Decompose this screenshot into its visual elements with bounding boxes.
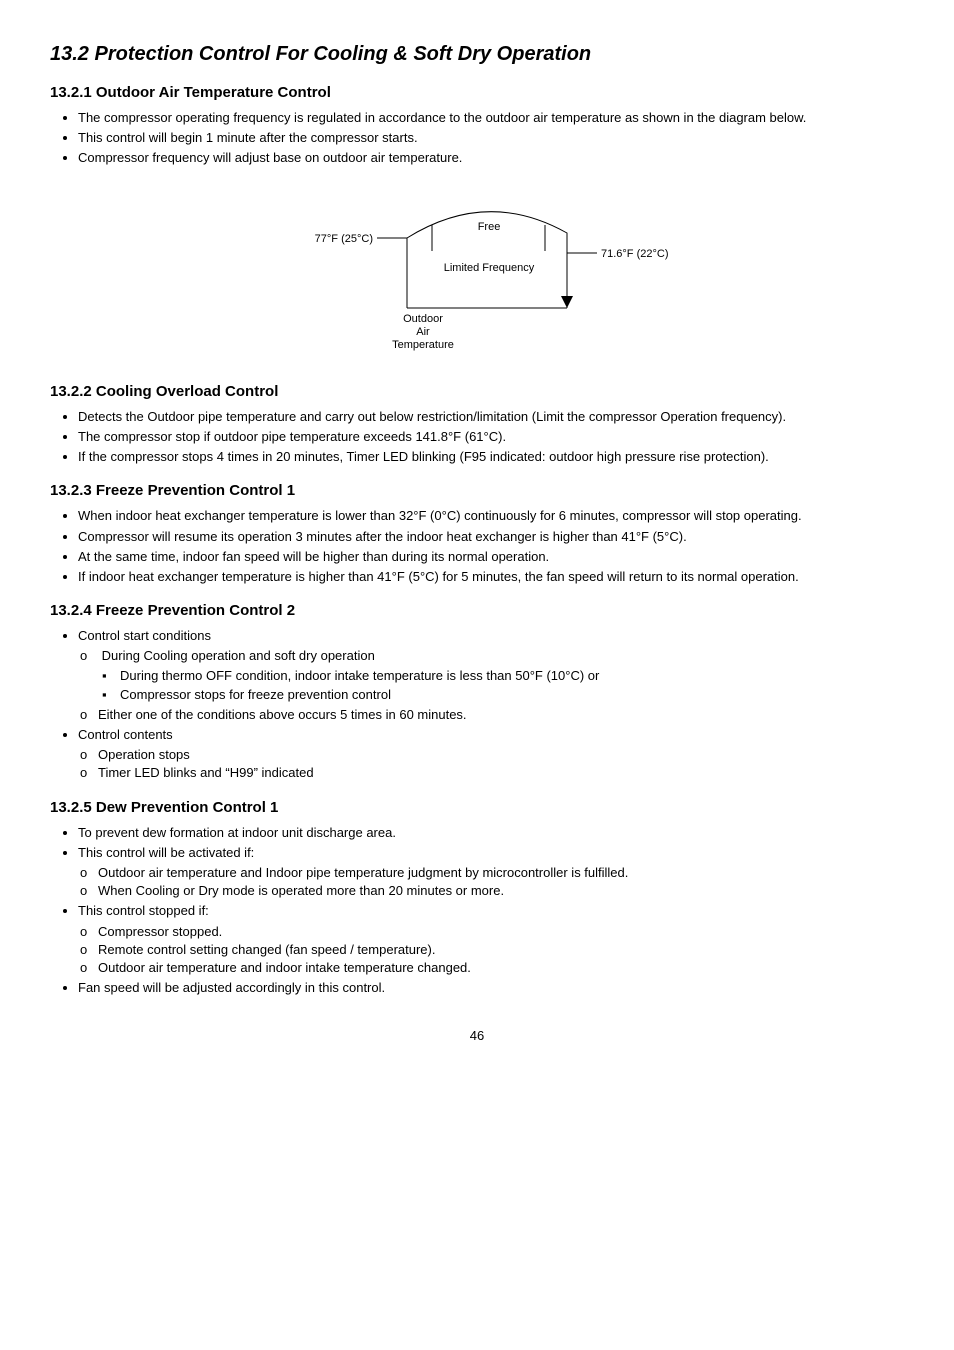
list-item: Compressor stops for freeze prevention c… bbox=[120, 686, 904, 704]
list-item: Fan speed will be adjusted accordingly i… bbox=[78, 979, 904, 997]
diagram-limited-label: Limited Frequency bbox=[444, 262, 535, 274]
diagram-air-label: Air bbox=[416, 326, 430, 338]
list-item-label: This control will be activated if: bbox=[78, 845, 254, 860]
list-item-label: This control stopped if: bbox=[78, 903, 209, 918]
list-item: To prevent dew formation at indoor unit … bbox=[78, 824, 904, 842]
list-item-label: Control start conditions bbox=[78, 628, 211, 643]
temperature-diagram: 77°F (25°C) 71.6°F (22°C) Free Limited F… bbox=[50, 178, 904, 363]
list-item: Outdoor air temperature and indoor intak… bbox=[98, 959, 904, 977]
list-item-label: Control contents bbox=[78, 727, 173, 742]
list-item: When Cooling or Dry mode is operated mor… bbox=[98, 882, 904, 900]
outdoor-air-temp-list: The compressor operating frequency is re… bbox=[50, 109, 904, 168]
list-item: Timer LED blinks and “H99” indicated bbox=[98, 764, 904, 782]
list-item: This control will be activated if: Outdo… bbox=[78, 844, 904, 901]
dew-prevention-list: To prevent dew formation at indoor unit … bbox=[50, 824, 904, 998]
list-item: If indoor heat exchanger temperature is … bbox=[78, 568, 904, 586]
subsection-13-2-3-title: 13.2.3 Freeze Prevention Control 1 bbox=[50, 480, 904, 501]
list-item: Remote control setting changed (fan spee… bbox=[98, 941, 904, 959]
page-number: 46 bbox=[50, 1027, 904, 1045]
diagram-left-temp: 77°F (25°C) bbox=[315, 233, 373, 245]
diagram-free-label: Free bbox=[478, 221, 501, 233]
diagram-outdoor-label: Outdoor bbox=[403, 313, 443, 325]
list-item: During Cooling operation and soft dry op… bbox=[98, 647, 904, 704]
list-item: Outdoor air temperature and Indoor pipe … bbox=[98, 864, 904, 882]
list-item: When indoor heat exchanger temperature i… bbox=[78, 507, 904, 525]
list-item: Detects the Outdoor pipe temperature and… bbox=[78, 408, 904, 426]
list-item: Operation stops bbox=[98, 746, 904, 764]
list-item: Compressor frequency will adjust base on… bbox=[78, 149, 904, 167]
diagram-temperature-label: Temperature bbox=[392, 339, 454, 351]
list-item: The compressor stop if outdoor pipe temp… bbox=[78, 428, 904, 446]
list-item: During thermo OFF condition, indoor inta… bbox=[120, 667, 904, 685]
list-item: This control stopped if: Compressor stop… bbox=[78, 902, 904, 977]
section-title: 13.2 Protection Control For Cooling & So… bbox=[50, 40, 904, 68]
list-item: This control will begin 1 minute after t… bbox=[78, 129, 904, 147]
subsection-13-2-5-title: 13.2.5 Dew Prevention Control 1 bbox=[50, 797, 904, 818]
list-item: The compressor operating frequency is re… bbox=[78, 109, 904, 127]
list-item: If the compressor stops 4 times in 20 mi… bbox=[78, 448, 904, 466]
subsection-13-2-2-title: 13.2.2 Cooling Overload Control bbox=[50, 381, 904, 402]
subsection-13-2-4-title: 13.2.4 Freeze Prevention Control 2 bbox=[50, 600, 904, 621]
list-item-label: During Cooling operation and soft dry op… bbox=[102, 648, 375, 663]
list-item: At the same time, indoor fan speed will … bbox=[78, 548, 904, 566]
list-item: Control contents Operation stops Timer L… bbox=[78, 726, 904, 783]
cooling-overload-list: Detects the Outdoor pipe temperature and… bbox=[50, 408, 904, 467]
freeze-prevention-1-list: When indoor heat exchanger temperature i… bbox=[50, 507, 904, 586]
diagram-right-temp: 71.6°F (22°C) bbox=[601, 248, 669, 260]
freeze-prevention-2-list: Control start conditions During Cooling … bbox=[50, 627, 904, 783]
list-item: Either one of the conditions above occur… bbox=[98, 706, 904, 724]
subsection-13-2-1-title: 13.2.1 Outdoor Air Temperature Control bbox=[50, 82, 904, 103]
list-item: Compressor will resume its operation 3 m… bbox=[78, 528, 904, 546]
list-item: Control start conditions During Cooling … bbox=[78, 627, 904, 724]
list-item: Compressor stopped. bbox=[98, 923, 904, 941]
